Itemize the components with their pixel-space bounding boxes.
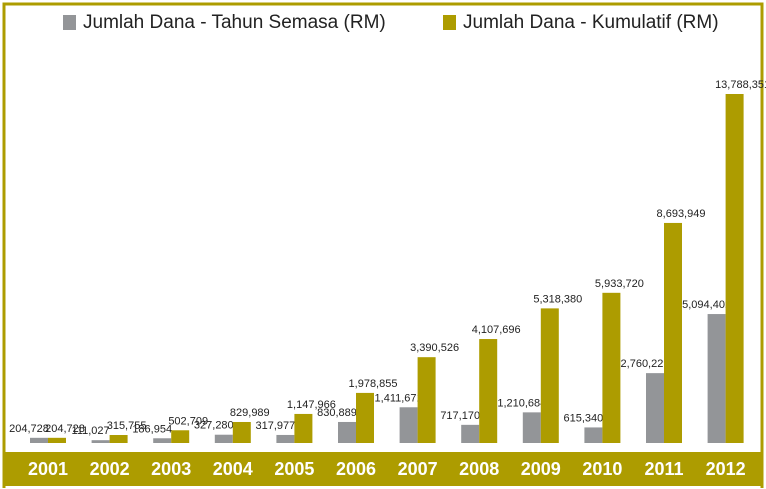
bar <box>294 413 313 443</box>
bar <box>48 437 66 443</box>
bar <box>399 407 418 443</box>
bar <box>540 308 559 443</box>
value-label: 4,107,696 <box>472 324 521 336</box>
bar <box>356 392 374 443</box>
bar <box>276 434 295 443</box>
value-label: 13,788,351 <box>715 79 766 91</box>
bar <box>109 435 128 443</box>
x-tick-label: 2002 <box>90 459 130 479</box>
legend-swatch <box>63 15 76 30</box>
value-label: 315,755 <box>107 420 147 432</box>
bar <box>707 314 726 443</box>
x-tick-label: 2001 <box>28 459 68 479</box>
bar <box>479 339 498 443</box>
bar <box>338 421 356 443</box>
bar <box>461 424 480 443</box>
bar <box>232 421 251 443</box>
value-label: 830,889 <box>317 407 357 419</box>
legend: Jumlah Dana - Tahun Semasa (RM) Jumlah Da… <box>63 12 719 33</box>
bar <box>91 440 110 443</box>
bar <box>602 292 621 443</box>
bar <box>214 434 233 443</box>
value-label: 5,933,720 <box>595 278 644 290</box>
value-label: 502,709 <box>168 415 208 427</box>
x-tick-label: 2006 <box>336 459 376 479</box>
x-tick-label: 2010 <box>582 459 622 479</box>
bar <box>725 94 744 443</box>
bar <box>417 357 436 443</box>
value-label: 186,954 <box>132 423 172 435</box>
value-label: 111,027 <box>72 425 110 437</box>
x-tick-label: 2009 <box>521 459 561 479</box>
x-tick-label: 2007 <box>398 459 438 479</box>
bar <box>584 427 603 443</box>
bar <box>30 437 48 443</box>
value-label: 717,170 <box>440 410 480 422</box>
value-label: 3,390,526 <box>410 342 459 354</box>
value-label: 327,280 <box>194 420 234 432</box>
value-label: 5,094,402 <box>682 299 731 311</box>
value-label: 317,977 <box>256 420 296 432</box>
value-label: 1,411,671 <box>375 392 423 404</box>
value-label: 1,978,855 <box>349 378 398 390</box>
value-label: 1,210,684 <box>497 397 546 409</box>
year-band <box>4 452 762 486</box>
value-label: 829,989 <box>230 407 270 419</box>
x-tick-label: 2003 <box>151 459 191 479</box>
bar <box>153 438 172 443</box>
x-tick-label: 2008 <box>459 459 499 479</box>
value-label: 204,728 <box>9 423 49 435</box>
value-label: 5,318,380 <box>533 293 582 305</box>
x-tick-label: 2005 <box>274 459 314 479</box>
x-tick-label: 2004 <box>213 459 253 479</box>
bar <box>646 373 664 443</box>
value-label: 2,760,229 <box>621 358 670 370</box>
value-label: 1,147,966 <box>287 399 336 411</box>
legend-label: Jumlah Dana - Kumulatif (RM) <box>463 12 719 33</box>
value-label: 615,340 <box>564 412 604 424</box>
value-label: 8,693,949 <box>657 208 706 220</box>
x-tick-label: 2012 <box>706 459 746 479</box>
legend-swatch <box>443 15 456 30</box>
value-label: 204,728 <box>45 423 85 435</box>
bar <box>522 412 541 443</box>
bar <box>171 430 190 443</box>
bar <box>664 222 682 443</box>
legend-label: Jumlah Dana - Tahun Semasa (RM) <box>83 12 386 33</box>
x-tick-label: 2011 <box>644 459 683 479</box>
